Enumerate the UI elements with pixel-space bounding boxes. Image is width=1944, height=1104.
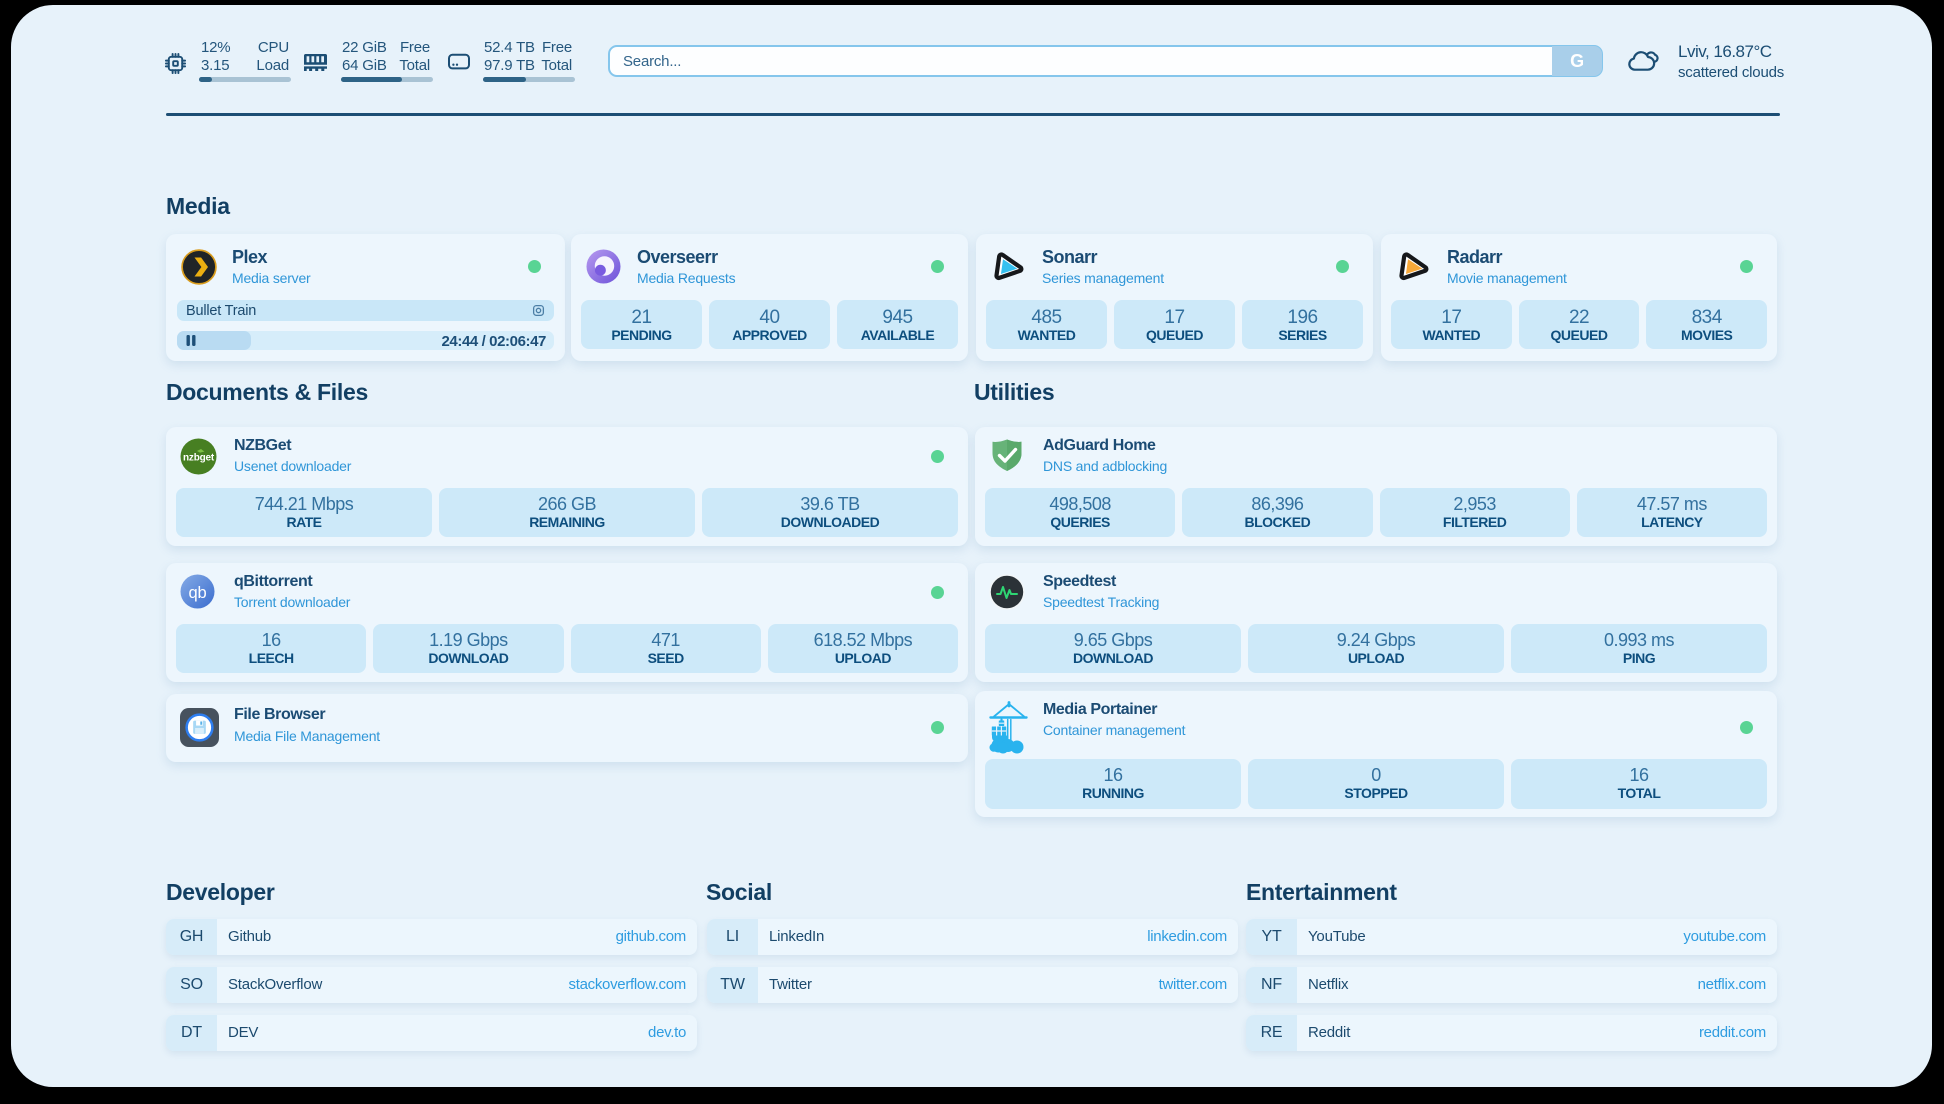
- svg-text:qb: qb: [189, 583, 207, 602]
- svg-text:nzbget: nzbget: [183, 453, 215, 464]
